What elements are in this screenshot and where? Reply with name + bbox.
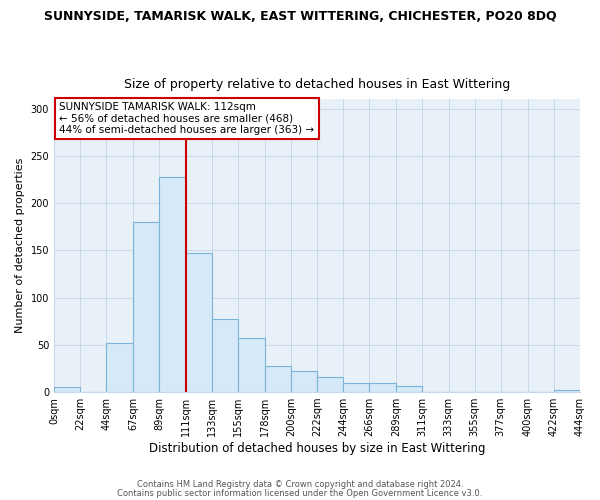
Bar — [185, 253, 212, 392]
Bar — [238, 338, 265, 392]
Bar — [291, 372, 317, 392]
Bar — [133, 222, 160, 392]
Bar — [317, 377, 343, 392]
Bar — [397, 386, 422, 392]
Bar — [54, 388, 80, 392]
Text: Contains HM Land Registry data © Crown copyright and database right 2024.: Contains HM Land Registry data © Crown c… — [137, 480, 463, 489]
Text: Contains public sector information licensed under the Open Government Licence v3: Contains public sector information licen… — [118, 488, 482, 498]
Bar — [212, 320, 238, 392]
Bar — [554, 390, 580, 392]
Bar — [160, 176, 185, 392]
Y-axis label: Number of detached properties: Number of detached properties — [15, 158, 25, 334]
Text: SUNNYSIDE TAMARISK WALK: 112sqm
← 56% of detached houses are smaller (468)
44% o: SUNNYSIDE TAMARISK WALK: 112sqm ← 56% of… — [59, 102, 314, 135]
Bar — [106, 343, 133, 392]
Title: Size of property relative to detached houses in East Wittering: Size of property relative to detached ho… — [124, 78, 510, 91]
Text: SUNNYSIDE, TAMARISK WALK, EAST WITTERING, CHICHESTER, PO20 8DQ: SUNNYSIDE, TAMARISK WALK, EAST WITTERING… — [44, 10, 556, 23]
X-axis label: Distribution of detached houses by size in East Wittering: Distribution of detached houses by size … — [149, 442, 485, 455]
Bar — [369, 382, 397, 392]
Bar — [265, 366, 291, 392]
Bar — [343, 382, 369, 392]
